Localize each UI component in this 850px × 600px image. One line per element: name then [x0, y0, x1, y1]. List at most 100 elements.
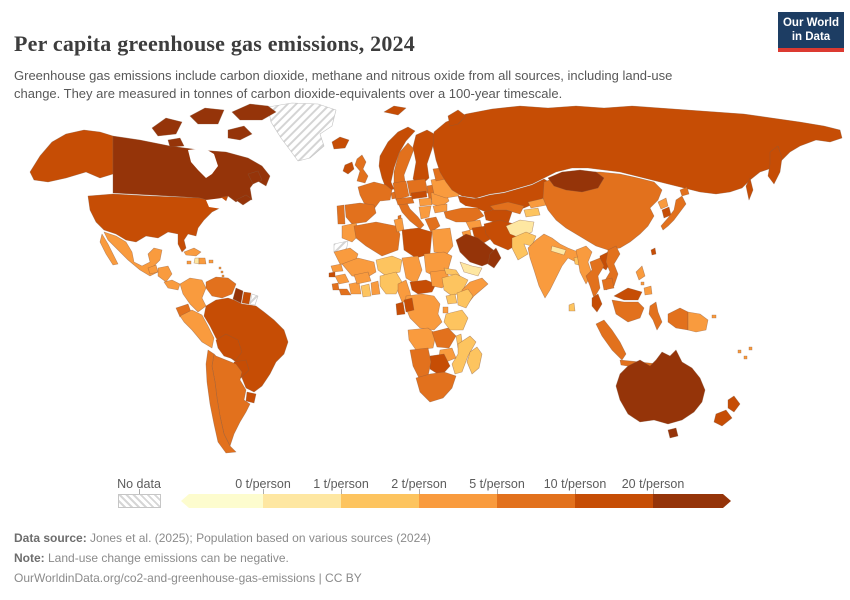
country-germany[interactable] — [392, 180, 410, 201]
country-norway[interactable] — [378, 126, 416, 192]
country-indonesia-papua[interactable] — [667, 307, 689, 331]
country-costa-rica-panama[interactable] — [163, 279, 181, 291]
country-rwanda-burundi[interactable] — [442, 306, 449, 314]
country-mexico[interactable] — [103, 231, 163, 277]
country-finland[interactable] — [412, 129, 437, 187]
country-tanzania[interactable] — [443, 309, 469, 331]
country-canada-nova-scotia[interactable] — [235, 194, 253, 206]
country-suriname[interactable] — [241, 291, 252, 305]
country-yemen[interactable] — [459, 261, 483, 277]
country-iceland[interactable] — [331, 136, 350, 150]
country-algeria[interactable] — [353, 221, 401, 257]
country-dr-congo[interactable] — [404, 293, 443, 331]
country-united-states[interactable] — [87, 193, 229, 253]
country-spain[interactable] — [344, 202, 377, 225]
country-uganda[interactable] — [445, 293, 458, 305]
country-taiwan[interactable] — [650, 247, 657, 256]
country-sri-lanka[interactable] — [568, 302, 576, 312]
owid-logo[interactable]: Our World in Data — [778, 12, 844, 52]
country-uzbekistan[interactable] — [489, 201, 525, 215]
country-canada-arctic-3[interactable] — [231, 103, 277, 121]
country-north-korea[interactable] — [657, 197, 669, 210]
legend-bin-10-20[interactable] — [575, 494, 653, 508]
country-madagascar[interactable] — [466, 346, 483, 375]
country-pakistan[interactable] — [511, 231, 537, 261]
country-malaysia-peninsula[interactable] — [591, 293, 603, 313]
legend-bin-1-2[interactable] — [341, 494, 419, 508]
country-pacific-islands[interactable] — [737, 346, 753, 360]
country-canada-arctic-2[interactable] — [189, 107, 225, 125]
country-russia-kamchatka[interactable] — [767, 145, 783, 185]
country-peru[interactable] — [179, 309, 215, 349]
country-jamaica[interactable] — [186, 260, 192, 265]
country-canada-newfoundland[interactable] — [247, 170, 263, 185]
country-lesser-antilles[interactable] — [218, 266, 225, 278]
country-australia-tasmania[interactable] — [667, 427, 679, 439]
country-philippines[interactable] — [635, 265, 653, 296]
country-colombia[interactable] — [179, 277, 207, 313]
country-bulgaria[interactable] — [432, 203, 448, 214]
country-turkey[interactable] — [443, 207, 485, 223]
country-india[interactable] — [527, 233, 585, 299]
country-tajikistan[interactable] — [523, 207, 541, 218]
country-kenya[interactable] — [456, 288, 474, 309]
country-chile[interactable] — [205, 349, 237, 454]
country-canada-arctic-1[interactable] — [151, 117, 183, 137]
country-mexico-baja[interactable] — [99, 233, 119, 266]
country-oman[interactable] — [487, 247, 502, 269]
country-cambodia[interactable] — [601, 277, 615, 291]
country-russia-novaya-zemlya[interactable] — [447, 109, 467, 127]
country-liberia[interactable] — [338, 288, 352, 296]
country-guinea-bissau[interactable] — [328, 271, 336, 278]
country-norway-svalbard[interactable] — [383, 105, 407, 116]
country-balkans[interactable] — [418, 205, 432, 220]
country-gabon[interactable] — [395, 301, 406, 316]
country-ireland[interactable] — [342, 161, 355, 175]
country-chad[interactable] — [401, 255, 423, 285]
country-switzerland-austria[interactable] — [395, 196, 415, 206]
country-south-africa[interactable] — [415, 371, 457, 403]
country-indonesia-sumatra[interactable] — [595, 319, 627, 361]
country-canada-arctic-4[interactable] — [227, 125, 253, 141]
legend-bin-below 0[interactable] — [189, 494, 263, 508]
country-ivory-coast[interactable] — [348, 281, 362, 295]
country-central-african-republic[interactable] — [409, 279, 437, 295]
country-congo[interactable] — [403, 297, 415, 313]
country-zambia[interactable] — [431, 327, 457, 349]
country-japan[interactable] — [660, 186, 690, 231]
country-portugal[interactable] — [336, 204, 346, 225]
country-united-states-alaska[interactable] — [29, 129, 114, 183]
country-united-kingdom[interactable] — [354, 154, 369, 184]
country-nigeria[interactable] — [379, 271, 403, 295]
country-nepal[interactable] — [550, 245, 567, 256]
country-greenland[interactable] — [267, 102, 337, 162]
country-haiti[interactable] — [193, 257, 200, 265]
country-guyana[interactable] — [232, 287, 244, 304]
country-guinea[interactable] — [334, 273, 350, 285]
country-french-guiana[interactable] — [249, 293, 259, 306]
country-australia[interactable] — [615, 349, 706, 425]
legend-bin-2-5[interactable] — [419, 494, 497, 508]
legend-bin-5-10[interactable] — [497, 494, 575, 508]
country-dominican-republic[interactable] — [198, 257, 207, 265]
country-canada-arctic-5[interactable] — [167, 137, 185, 148]
country-venezuela[interactable] — [205, 276, 237, 299]
legend-bin-0-1[interactable] — [263, 494, 341, 508]
country-angola[interactable] — [407, 327, 437, 351]
country-thailand[interactable] — [585, 257, 605, 299]
country-russia[interactable] — [432, 105, 843, 199]
country-czechia-slovakia[interactable] — [410, 190, 428, 200]
country-puerto-rico[interactable] — [208, 259, 214, 264]
country-cuba[interactable] — [183, 247, 202, 257]
country-mongolia[interactable] — [547, 169, 605, 193]
country-china[interactable] — [542, 171, 663, 251]
country-uruguay[interactable] — [245, 391, 257, 404]
country-honduras-nicaragua[interactable] — [157, 265, 173, 283]
country-greece[interactable] — [424, 216, 441, 233]
legend-bin-above 20[interactable] — [653, 494, 723, 508]
country-hungary[interactable] — [418, 197, 433, 207]
country-new-zealand[interactable] — [713, 395, 741, 427]
country-niger[interactable] — [375, 255, 403, 277]
country-indonesia-kalimantan[interactable] — [611, 299, 645, 323]
country-papua-new-guinea[interactable] — [687, 311, 717, 333]
